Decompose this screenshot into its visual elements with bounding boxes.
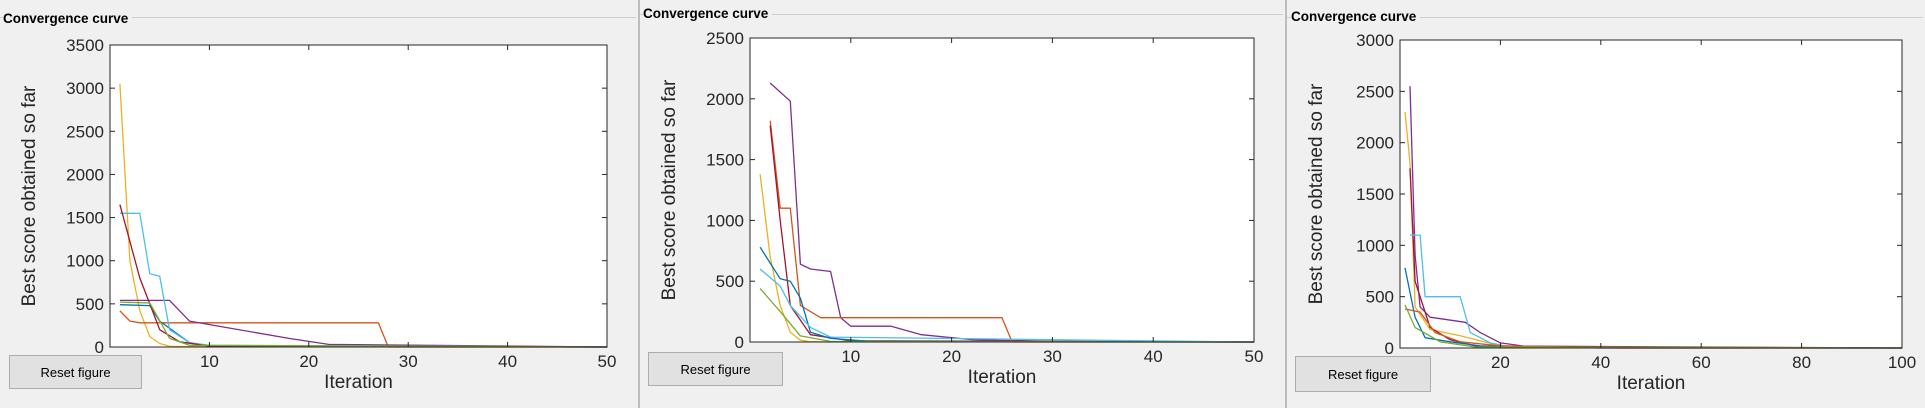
series-line-6 (759, 268, 1255, 343)
x-tick-label: 100 (1888, 353, 1916, 372)
panel-title: Convergence curve (643, 6, 773, 21)
y-tick-label: 0 (1385, 339, 1394, 358)
y-tick-label: 3500 (66, 36, 104, 55)
x-tick-label: 20 (299, 352, 318, 371)
plot-area (750, 38, 1254, 342)
x-tick-label: 20 (942, 347, 961, 366)
series-line-3 (769, 120, 1254, 343)
y-tick-label: 1500 (1356, 185, 1394, 204)
x-axis-label: Iteration (324, 372, 393, 393)
convergence-chart: 0 500 1000 1500 2000 2500 10 20 30 40 50 Iteration B… (659, 29, 1264, 388)
y-tick-label: 0 (95, 338, 104, 357)
reset-figure-button[interactable]: Reset figure (9, 355, 142, 389)
y-tick-label: 2000 (706, 90, 744, 109)
panel-divider (638, 0, 640, 408)
figure-panel-3: Convergence curve 0 500 1000 1500 2000 2500 30… (1287, 0, 1925, 408)
figure-panel-1: Convergence curve 0 500 1000 1500 2000 2500 30… (0, 0, 638, 408)
x-tick-label: 30 (1043, 347, 1062, 366)
y-tick-label: 0 (735, 333, 744, 352)
series-line-7 (1404, 304, 1903, 349)
x-tick-label: 50 (1245, 347, 1264, 366)
panel-title: Convergence curve (3, 11, 133, 26)
y-axis-label: Best score obtained so far (1306, 83, 1327, 304)
y-tick-label: 3000 (66, 79, 104, 98)
x-axis-label: Iteration (1617, 373, 1686, 394)
panel-divider (1285, 0, 1287, 408)
x-tick-label: 10 (200, 352, 219, 371)
x-tick-label: 30 (399, 352, 418, 371)
y-tick-label: 500 (716, 272, 744, 291)
axes-box (109, 44, 608, 348)
y-axis-label: Best score obtained so far (659, 79, 680, 300)
x-tick-label: 80 (1792, 353, 1811, 372)
series-line-3 (1409, 168, 1903, 349)
y-tick-label: 2000 (66, 165, 104, 184)
panel-title-rule (0, 17, 636, 18)
series-line-3 (119, 299, 608, 348)
x-tick-label: 60 (1692, 353, 1711, 372)
panel-title: Convergence curve (1291, 9, 1421, 24)
figure-panel-2: Convergence curve 0 500 1000 1500 2000 2500 10… (640, 0, 1285, 408)
convergence-chart: 0 500 1000 1500 2000 2500 3000 3500 10 20 30 40 50 It… (19, 36, 617, 393)
y-tick-label: 1500 (66, 209, 104, 228)
reset-figure-button[interactable]: Reset figure (648, 352, 783, 386)
x-tick-label: 40 (1591, 353, 1610, 372)
y-tick-label: 500 (1366, 288, 1394, 307)
y-axis-label: Best score obtained so far (19, 85, 40, 306)
x-axis-label: Iteration (968, 367, 1037, 388)
panel-title-rule (1287, 17, 1923, 18)
y-tick-label: 2500 (1356, 82, 1394, 101)
plot-area (1400, 40, 1902, 348)
x-tick-label: 40 (1144, 347, 1163, 366)
y-tick-label: 1500 (706, 151, 744, 170)
y-tick-label: 500 (76, 295, 104, 314)
plot-area (110, 45, 607, 347)
y-tick-label: 2500 (706, 29, 744, 48)
y-tick-label: 2000 (1356, 134, 1394, 153)
series-line-2 (769, 82, 1255, 343)
x-tick-label: 50 (598, 352, 617, 371)
panel-title-rule (640, 14, 1283, 15)
y-tick-label: 1000 (706, 211, 744, 230)
convergence-chart: 0 500 1000 1500 2000 2500 3000 20 40 60 80 100 Itera… (1306, 31, 1916, 394)
x-tick-label: 20 (1491, 353, 1510, 372)
y-tick-label: 2500 (66, 122, 104, 141)
y-tick-label: 1000 (1356, 236, 1394, 255)
x-tick-label: 10 (841, 347, 860, 366)
x-tick-label: 40 (498, 352, 517, 371)
y-tick-label: 3000 (1356, 31, 1394, 50)
y-tick-label: 1000 (66, 252, 104, 271)
reset-figure-button[interactable]: Reset figure (1295, 356, 1431, 392)
series-line-7 (119, 301, 608, 348)
axes-box (749, 37, 1255, 343)
